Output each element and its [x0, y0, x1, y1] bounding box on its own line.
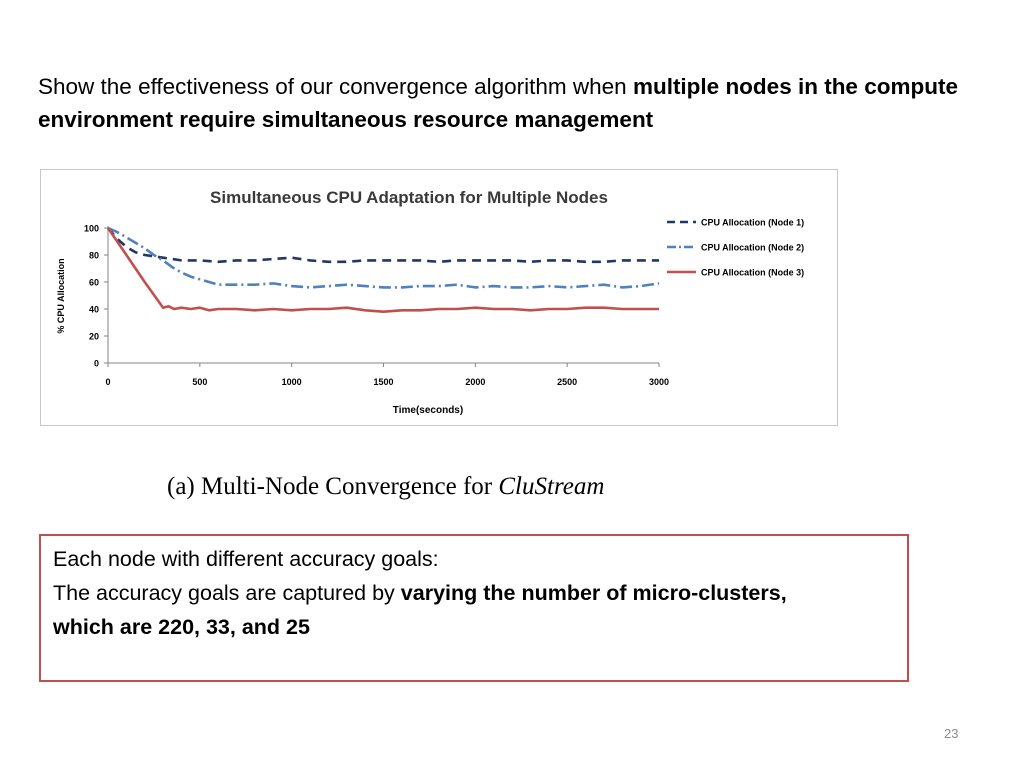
- legend-label-node-2: CPU Allocation (Node 2): [701, 243, 804, 253]
- x-tick-label: 3000: [649, 377, 669, 387]
- chart-title: Simultaneous CPU Adaptation for Multiple…: [210, 188, 608, 207]
- note-line-3-bold: which are 220, 33, and 25: [53, 615, 310, 639]
- y-tick-label: 20: [89, 332, 99, 342]
- x-tick-label: 0: [105, 377, 110, 387]
- note-box: Each node with different accuracy goals:…: [39, 534, 909, 682]
- y-tick-label: 100: [84, 224, 99, 234]
- x-tick-label: 2000: [465, 377, 485, 387]
- x-tick-label: 1000: [282, 377, 302, 387]
- caption-italic: CluStream: [498, 473, 605, 500]
- y-tick-label: 60: [89, 278, 99, 288]
- x-tick-label: 1500: [373, 377, 393, 387]
- series-line-node-2: [107, 226, 660, 289]
- y-tick-label: 40: [89, 305, 99, 315]
- caption-prefix: (a) Multi-Node Convergence for: [167, 473, 499, 500]
- y-axis-label: % CPU Allocation: [56, 258, 66, 333]
- x-tick-label: 2500: [557, 377, 577, 387]
- note-line-1: Each node with different accuracy goals:: [53, 547, 439, 571]
- note-line-2: The accuracy goals are captured by varyi…: [53, 578, 787, 608]
- legend-label-node-3: CPU Allocation (Node 3): [701, 268, 804, 278]
- series-line-node-1: [107, 227, 659, 264]
- intro-lead: Show the effectiveness of our convergenc…: [38, 74, 633, 99]
- cpu-chart: Simultaneous CPU Adaptation for Multiple…: [56, 188, 804, 416]
- note-line-2-plain: The accuracy goals are captured by: [53, 581, 401, 605]
- figure-caption: (a) Multi-Node Convergence for CluStream: [167, 473, 604, 501]
- note-line-3: which are 220, 33, and 25: [53, 612, 310, 642]
- y-tick-label: 0: [94, 359, 99, 369]
- note-line-2-bold: varying the number of micro-clusters,: [400, 581, 787, 605]
- chart-frame: Simultaneous CPU Adaptation for Multiple…: [40, 169, 838, 426]
- series-line-node-3: [106, 227, 659, 313]
- x-axis-label: Time(seconds): [393, 405, 463, 416]
- legend-label-node-1: CPU Allocation (Node 1): [701, 218, 804, 228]
- page-number: 23: [944, 726, 959, 741]
- y-tick-label: 80: [89, 251, 99, 261]
- x-tick-label: 500: [192, 377, 207, 387]
- intro-bold: multiple nodes in the compute environmen…: [38, 74, 958, 132]
- intro-text: Show the effectiveness of our convergenc…: [38, 70, 988, 136]
